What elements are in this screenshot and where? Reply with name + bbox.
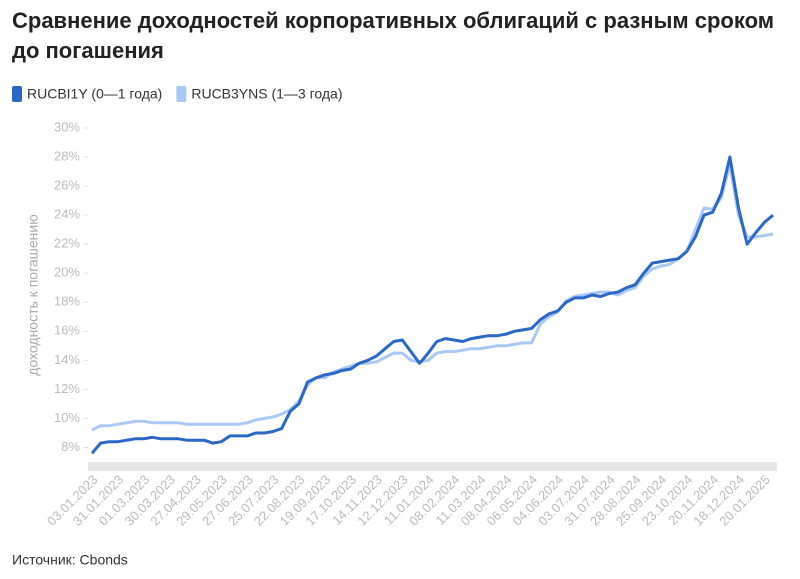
series-line xyxy=(91,162,774,432)
legend-label: RUCB3YNS (1—3 года) xyxy=(191,86,342,102)
x-axis-band xyxy=(88,462,777,471)
y-axis-label: доходность к погашению xyxy=(25,214,41,375)
chart-title: Сравнение доходностей корпоративных обли… xyxy=(12,8,774,63)
y-tick-label: 24% xyxy=(54,207,80,222)
y-tick-label: 16% xyxy=(54,323,80,338)
y-tick-label: 30% xyxy=(54,119,80,134)
source: Источник: Cbonds xyxy=(12,552,128,568)
y-tick-label: 18% xyxy=(54,294,80,309)
y-tick-label: 8% xyxy=(61,439,80,454)
y-tick-label: 22% xyxy=(54,236,80,251)
y-tick-label: 14% xyxy=(54,352,80,367)
legend-label: RUCBI1Y (0—1 года) xyxy=(27,86,162,102)
series-line xyxy=(90,155,774,455)
y-tick-label: 28% xyxy=(54,148,80,163)
y-tick-label: 12% xyxy=(54,381,80,396)
y-tick-label: 20% xyxy=(54,265,80,280)
legend-swatch xyxy=(176,86,187,102)
legend-swatch xyxy=(12,86,22,102)
y-tick-label: 26% xyxy=(54,178,80,193)
y-tick-label: 10% xyxy=(54,410,80,425)
